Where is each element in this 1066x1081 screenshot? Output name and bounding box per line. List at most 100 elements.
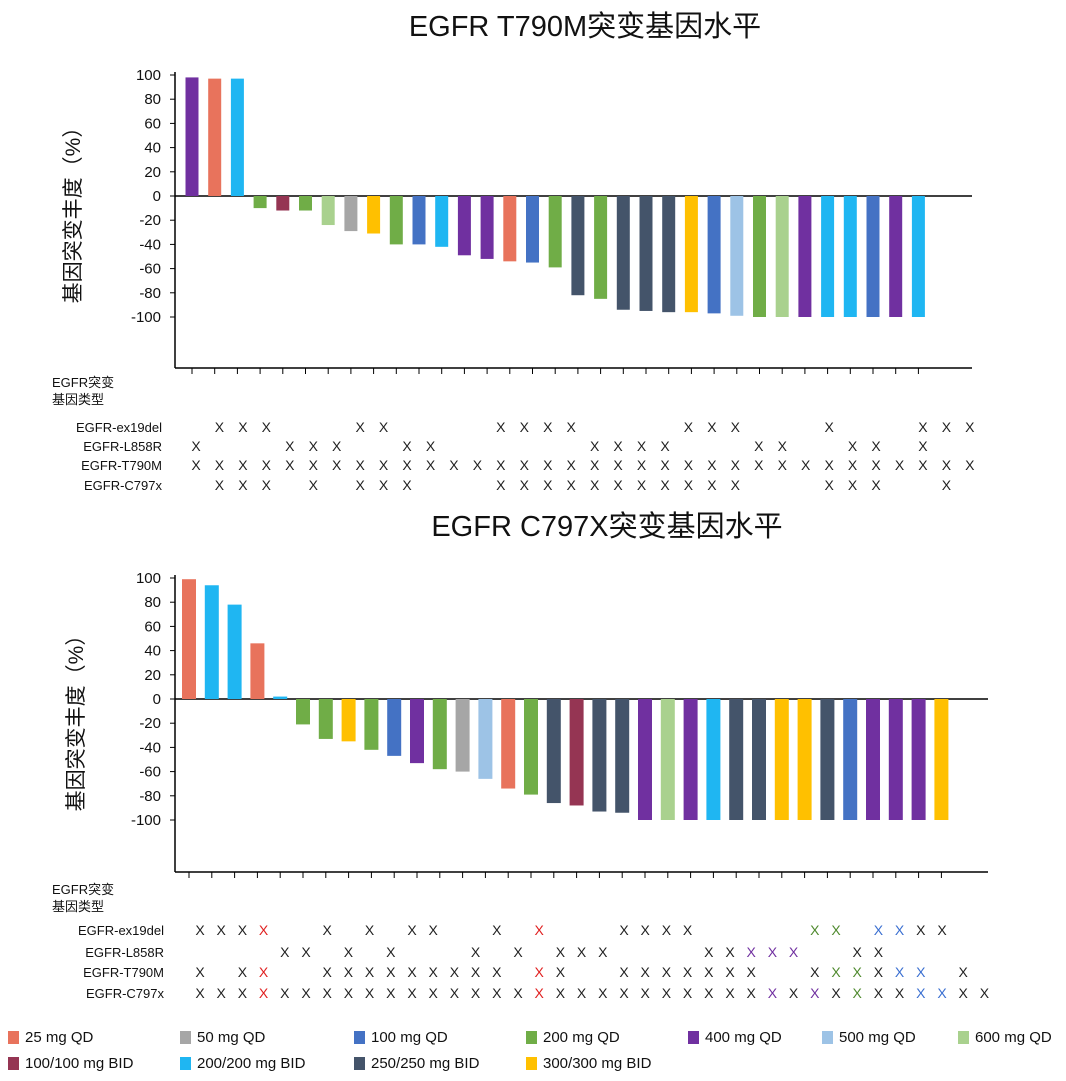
mutation-mark: X (660, 457, 670, 473)
mutation-mark: X (323, 985, 333, 1001)
mutation-mark: X (386, 964, 396, 980)
bar (662, 196, 676, 313)
mutation-mark: X (262, 477, 272, 493)
bar (569, 699, 584, 806)
mutation-mark: X (916, 964, 926, 980)
mutation-mark: X (959, 964, 969, 980)
y-tick-label: 0 (153, 691, 161, 708)
mutation-mark: X (613, 438, 623, 454)
mutation-mark: X (871, 438, 881, 454)
legend-row-1: 25 mg QD 50 mg QD 100 mg QD 200 mg QD 40… (8, 1024, 1066, 1050)
y-tick-label: 40 (144, 140, 161, 157)
mutation-mark: X (471, 985, 481, 1001)
y-tick-label: 100 (136, 570, 161, 587)
y-tick-label: -40 (139, 739, 161, 756)
bar (412, 196, 426, 245)
mutation-mark: X (513, 944, 523, 960)
mutation-mark: X (217, 922, 227, 938)
mutation-mark: X (450, 964, 460, 980)
y-tick-label: 40 (144, 643, 161, 660)
mutation-mark: X (535, 922, 545, 938)
mutation-mark: X (407, 985, 417, 1001)
mutation-mark: X (853, 964, 863, 980)
y-tick-label: 60 (144, 115, 161, 132)
mutation-mark: X (520, 457, 530, 473)
legend-item-200-200-bid: 200/200 mg BID (180, 1055, 354, 1072)
mutation-mark: X (567, 457, 577, 473)
chart-title: EGFR C797X突变基因水平 (431, 510, 782, 543)
mutation-table-header: EGFR突变 (52, 882, 114, 897)
bar (478, 699, 493, 779)
mutation-mark: X (707, 419, 717, 435)
legend-item-50mg-qd: 50 mg QD (180, 1029, 354, 1046)
mutation-mark: X (449, 457, 459, 473)
bar (296, 699, 310, 725)
mutation-mark: X (731, 477, 741, 493)
y-tick-label: -20 (139, 212, 161, 229)
legend-label: 200 mg QD (543, 1028, 620, 1046)
mutation-mark: X (309, 457, 319, 473)
bar (706, 699, 721, 820)
mutation-mark: X (895, 964, 905, 980)
legend-label: 300/300 mg BID (543, 1054, 652, 1072)
mutation-mark: X (543, 457, 553, 473)
bar (866, 196, 880, 317)
mutation-mark: X (824, 457, 834, 473)
mutation-mark: X (704, 985, 714, 1001)
mutation-mark: X (918, 419, 928, 435)
mutation-mark: X (567, 419, 577, 435)
legend-swatch (958, 1030, 969, 1044)
bar (503, 196, 517, 262)
mutation-mark: X (195, 964, 205, 980)
mutation-mark: X (195, 922, 205, 938)
legend-swatch (354, 1056, 365, 1070)
y-tick-label: 80 (144, 594, 161, 611)
mutation-mark: X (556, 944, 566, 960)
mutation-mark: X (577, 944, 587, 960)
legend-item-100mg-qd: 100 mg QD (354, 1029, 526, 1046)
mutation-mark: X (918, 438, 928, 454)
mutation-mark: X (513, 985, 523, 1001)
mutation-mark: X (379, 457, 389, 473)
mutation-mark: X (301, 985, 311, 1001)
mutation-mark: X (637, 457, 647, 473)
mutation-mark: X (407, 922, 417, 938)
mutation-mark: X (747, 944, 757, 960)
legend-label: 100 mg QD (371, 1028, 448, 1046)
mutation-mark: X (916, 985, 926, 1001)
y-tick-label: -80 (139, 788, 161, 805)
mutation-mark: X (473, 457, 483, 473)
mutation-mark: X (426, 457, 436, 473)
mutation-row-label: EGFR-T790M (81, 458, 162, 473)
bar (821, 196, 835, 317)
mutation-mark: X (567, 477, 577, 493)
bar (615, 699, 630, 813)
mutation-mark: X (332, 438, 342, 454)
mutation-mark: X (725, 964, 735, 980)
mutation-mark: X (895, 457, 905, 473)
legend-label: 500 mg QD (839, 1028, 916, 1046)
mutation-mark: X (831, 964, 841, 980)
mutation-mark: X (543, 477, 553, 493)
bar (775, 196, 789, 317)
legend-label: 600 mg QD (975, 1028, 1052, 1046)
mutation-mark: X (598, 985, 608, 1001)
bar (276, 196, 290, 211)
mutation-table-header: EGFR突变 (52, 375, 114, 390)
y-tick-label: 20 (144, 164, 161, 181)
mutation-mark: X (309, 438, 319, 454)
mutation-mark: X (471, 944, 481, 960)
bar (889, 196, 903, 317)
bar (707, 196, 721, 314)
y-tick-label: -100 (131, 309, 161, 326)
y-tick-label: 80 (144, 91, 161, 108)
y-tick-label: 0 (153, 188, 161, 205)
mutation-mark: X (379, 419, 389, 435)
mutation-mark: X (402, 457, 412, 473)
mutation-mark: X (965, 419, 975, 435)
legend-swatch (8, 1030, 19, 1044)
mutation-mark: X (684, 419, 694, 435)
bar (367, 196, 381, 234)
mutation-mark: X (810, 985, 820, 1001)
